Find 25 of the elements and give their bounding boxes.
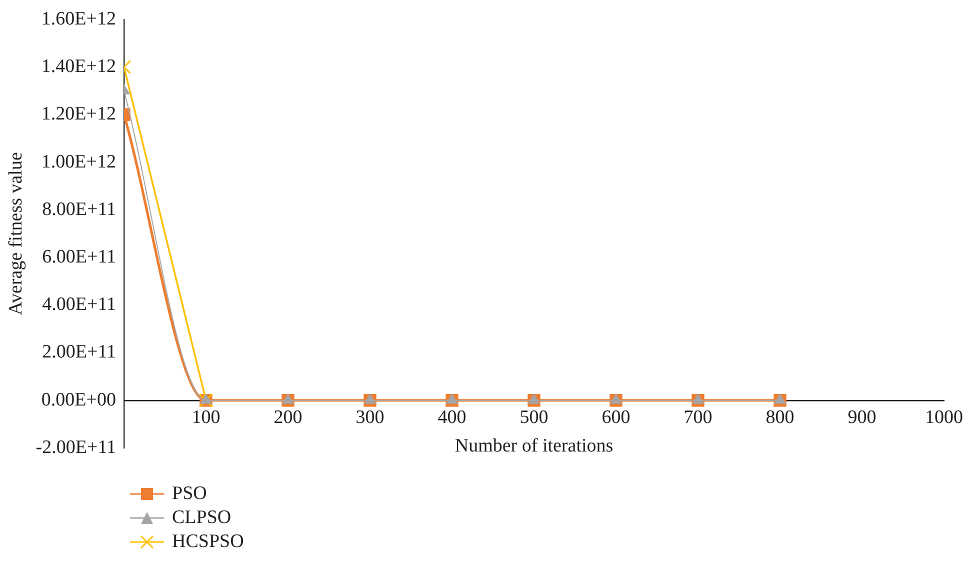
- x-tick-label: 300: [356, 406, 384, 428]
- y-tick-label: 6.00E+11: [42, 246, 116, 268]
- y-axis-title: Average fitness value: [5, 152, 26, 316]
- y-tick-label: 4.00E+11: [42, 294, 116, 316]
- legend-label: HCSPSO: [172, 531, 244, 553]
- legend-label: PSO: [172, 483, 207, 505]
- y-tick-label: 1.60E+12: [41, 8, 116, 30]
- x-tick-label: 400: [438, 406, 466, 428]
- legend-label: CLPSO: [172, 507, 232, 529]
- x-tick-label: 1000: [925, 406, 963, 428]
- x-tick-label: 200: [274, 406, 302, 428]
- y-tick-label: 2.00E+11: [42, 342, 116, 363]
- x-tick-label: 600: [602, 406, 630, 428]
- x-tick-label: 900: [848, 406, 876, 428]
- x-tick-label: 800: [766, 406, 794, 428]
- y-tick-label: -2.00E+11: [36, 436, 116, 458]
- y-tick-label: 0.00E+00: [41, 389, 116, 410]
- y-tick-label: 8.00E+11: [42, 198, 116, 220]
- x-tick-label: 500: [520, 406, 548, 428]
- y-tick-label: 1.00E+12: [41, 151, 116, 172]
- y-tick-label: 1.20E+12: [41, 104, 116, 125]
- y-tick-label: 1.40E+12: [41, 56, 116, 78]
- x-axis-title: Number of iterations: [454, 436, 614, 457]
- x-tick-label: 700: [684, 406, 712, 428]
- x-tick-label: 100: [192, 406, 220, 428]
